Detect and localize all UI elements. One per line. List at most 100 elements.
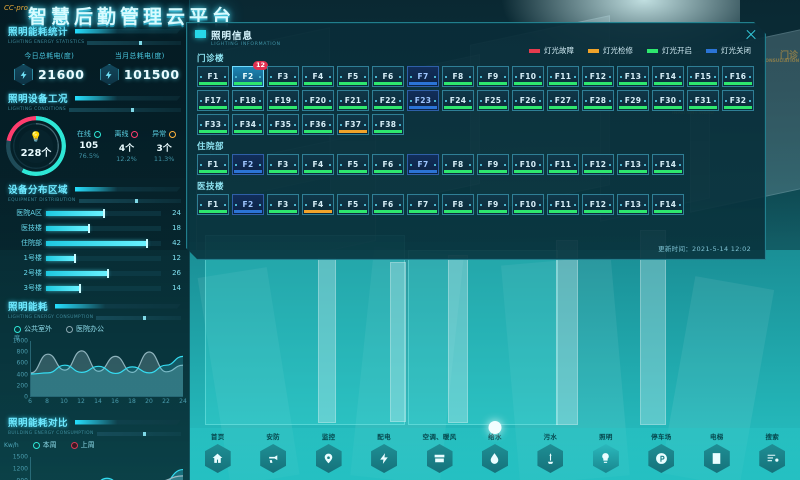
light-cell-f10[interactable]: F10 [512, 66, 544, 87]
light-cell-f28[interactable]: F28 [582, 90, 614, 111]
bolt-icon [371, 444, 398, 473]
light-cell-f1[interactable]: F1 [197, 154, 229, 175]
nav-item-lamp[interactable]: 照明 [583, 431, 629, 473]
light-cell-f9[interactable]: F9 [477, 66, 509, 87]
light-cell-f33[interactable]: F33 [197, 114, 229, 135]
light-cell-f8[interactable]: F8 [442, 194, 474, 215]
light-cell-f12[interactable]: F12 [582, 154, 614, 175]
nav-item-hvac[interactable]: 空调、暖风 [417, 431, 463, 473]
light-cell-f11[interactable]: F11 [547, 66, 579, 87]
light-cell-f14[interactable]: F14 [652, 194, 684, 215]
light-cell-f4[interactable]: F4 [302, 154, 334, 175]
modal-group-grid: F1 F2 12 F3 F4 F5 F6 F7 F8 F9 F10 F11 F12 F13 F14 F15 F1… [197, 66, 755, 135]
nav-item-monitor[interactable]: 监控 [306, 431, 352, 473]
light-cell-f26[interactable]: F26 [512, 90, 544, 111]
light-cell-f38[interactable]: F38 [372, 114, 404, 135]
nav-item-home[interactable]: 首页 [195, 431, 241, 473]
section-title-cn: 照明能耗对比 [8, 418, 69, 429]
light-cell-f12[interactable]: F12 [582, 66, 614, 87]
light-cell-label: F16 [729, 72, 747, 81]
light-cell-f13[interactable]: F13 [617, 66, 649, 87]
light-cell-status [269, 170, 297, 173]
light-cell-f10[interactable]: F10 [512, 194, 544, 215]
light-cell-f3[interactable]: F3 [267, 66, 299, 87]
legend-item[interactable]: 医院办公 [66, 324, 104, 334]
nav-item-label: 搜索 [765, 433, 780, 441]
light-cell-f5[interactable]: F5 [337, 66, 369, 87]
light-cell-f3[interactable]: F3 [267, 194, 299, 215]
light-cell-f9[interactable]: F9 [477, 194, 509, 215]
light-cell-f20[interactable]: F20 [302, 90, 334, 111]
light-cell-f9[interactable]: F9 [477, 154, 509, 175]
light-cell-f2[interactable]: F2 12 [232, 66, 264, 87]
light-cell-f11[interactable]: F11 [547, 194, 579, 215]
light-cell-f2[interactable]: F2 [232, 194, 264, 215]
light-cell-f13[interactable]: F13 [617, 154, 649, 175]
light-cell-f37[interactable]: F37 [337, 114, 369, 135]
light-cell-f15[interactable]: F15 [687, 66, 719, 87]
light-cell-f7[interactable]: F7 [407, 194, 439, 215]
light-cell-f23[interactable]: F23 [407, 90, 439, 111]
light-cell-f34[interactable]: F34 [232, 114, 264, 135]
light-cell-f12[interactable]: F12 [582, 194, 614, 215]
nav-item-water[interactable]: 给水 [472, 431, 518, 473]
distribution-bar-row: 3号楼 14 [8, 283, 181, 293]
nav-item-search[interactable]: 搜索 [749, 431, 795, 473]
light-cell-f10[interactable]: F10 [512, 154, 544, 175]
close-icon[interactable] [745, 29, 757, 41]
light-cell-f4[interactable]: F4 [302, 66, 334, 87]
section-title-cn: 照明设备工况 [8, 94, 69, 105]
legend-item[interactable]: 公共室外 [14, 324, 52, 334]
light-cell-f7[interactable]: F7 [407, 154, 439, 175]
light-cell-f5[interactable]: F5 [337, 194, 369, 215]
light-cell-f3[interactable]: F3 [267, 154, 299, 175]
light-cell-f1[interactable]: F1 [197, 66, 229, 87]
light-cell-f25[interactable]: F25 [477, 90, 509, 111]
light-cell-f14[interactable]: F14 [652, 66, 684, 87]
light-cell-f22[interactable]: F22 [372, 90, 404, 111]
light-cell-f18[interactable]: F18 [232, 90, 264, 111]
light-cell-f6[interactable]: F6 [372, 194, 404, 215]
light-cell-f4[interactable]: F4 [302, 194, 334, 215]
light-cell-f19[interactable]: F19 [267, 90, 299, 111]
legend-label: 灯光故障 [544, 46, 574, 55]
light-cell-f17[interactable]: F17 [197, 90, 229, 111]
light-cell-f24[interactable]: F24 [442, 90, 474, 111]
light-cell-status [339, 82, 367, 85]
nav-item-elevator[interactable]: 电梯 [694, 431, 740, 473]
light-cell-f29[interactable]: F29 [617, 90, 649, 111]
light-cell-label: F14 [659, 160, 677, 169]
light-cell-f13[interactable]: F13 [617, 194, 649, 215]
light-cell-f21[interactable]: F21 [337, 90, 369, 111]
light-cell-f31[interactable]: F31 [687, 90, 719, 111]
light-cell-f6[interactable]: F6 [372, 154, 404, 175]
nav-item-label: 给水 [488, 433, 502, 441]
legend-item[interactable]: 本周 [32, 440, 57, 450]
light-cell-f32[interactable]: F32 [722, 90, 754, 111]
light-cell-f35[interactable]: F35 [267, 114, 299, 135]
light-cell-f14[interactable]: F14 [652, 154, 684, 175]
x-tick-label: 12 [77, 398, 85, 405]
light-cell-status [444, 170, 472, 173]
light-cell-f7[interactable]: F7 [407, 66, 439, 87]
light-cell-f5[interactable]: F5 [337, 154, 369, 175]
nav-item-bolt[interactable]: 配电 [361, 431, 407, 473]
bolt-icon [99, 64, 119, 85]
hvac-icon [426, 444, 453, 473]
light-cell-f30[interactable]: F30 [652, 90, 684, 111]
light-cell-f11[interactable]: F11 [547, 154, 579, 175]
nav-item-camera[interactable]: 安防 [250, 431, 296, 473]
light-cell-f16[interactable]: F16 [722, 66, 754, 87]
light-cell-f1[interactable]: F1 [197, 194, 229, 215]
light-cell-f27[interactable]: F27 [547, 90, 579, 111]
light-cell-f2[interactable]: F2 [232, 154, 264, 175]
light-cell-f8[interactable]: F8 [442, 66, 474, 87]
nav-item-sewage[interactable]: 污水 [527, 431, 573, 473]
light-cell-f36[interactable]: F36 [302, 114, 334, 135]
light-cell-f6[interactable]: F6 [372, 66, 404, 87]
nav-item-parking[interactable]: 停车场 [638, 431, 684, 473]
legend-item[interactable]: 上周 [70, 440, 95, 450]
bottom-navigation: 首页 安防 监控 配电 空调、暖风 给水 污水 照明 停车场 电梯 搜索 [190, 421, 800, 480]
light-cell-f8[interactable]: F8 [442, 154, 474, 175]
legend-swatch [529, 49, 540, 53]
